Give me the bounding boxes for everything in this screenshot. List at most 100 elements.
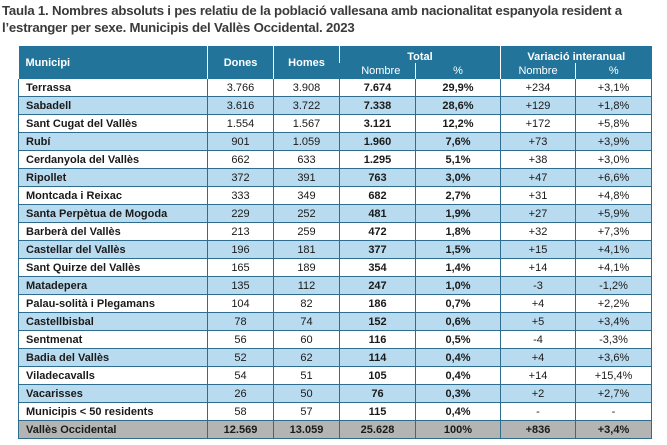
table-row: Matadepera 135 112 247 1,0% -3 -1,2% — [18, 276, 653, 295]
total-cell-total: 25.628 — [339, 420, 416, 439]
cell-dones: 229 — [207, 204, 274, 223]
header-homes: Homes — [273, 46, 340, 79]
total-cell-municipi: Vallès Occidental — [18, 420, 208, 439]
cell-homes: 57 — [273, 402, 340, 421]
cell-pct: 1,0% — [415, 276, 501, 295]
cell-municipi: Matadepera — [18, 276, 208, 295]
total-cell-dones: 12.569 — [207, 420, 274, 439]
cell-homes: 349 — [273, 186, 340, 205]
cell-var-pct: +1,8% — [574, 96, 653, 115]
cell-var-nombre: +47 — [500, 168, 576, 187]
cell-homes: 51 — [273, 366, 340, 385]
cell-homes: 633 — [273, 150, 340, 169]
cell-total: 115 — [339, 402, 416, 421]
cell-total: 3.121 — [339, 114, 416, 133]
cell-var-pct: +6,6% — [574, 168, 653, 187]
cell-municipi: Terrassa — [18, 79, 208, 97]
cell-dones: 54 — [207, 366, 274, 385]
header-var-nombre: Nombre — [500, 63, 576, 79]
total-cell-var-nombre: +836 — [500, 420, 576, 439]
cell-municipi: Palau-solità i Plegamans — [18, 294, 208, 313]
cell-total: 114 — [339, 348, 416, 367]
cell-var-nombre: +27 — [500, 204, 576, 223]
table-row: Montcada i Reixac 333 349 682 2,7% +31 +4,8% — [18, 186, 653, 205]
cell-dones: 3.766 — [207, 79, 274, 97]
cell-var-nombre: +73 — [500, 132, 576, 151]
cell-homes: 112 — [273, 276, 340, 295]
data-table: Municipi Dones Homes Total Variació inte… — [18, 46, 653, 439]
cell-var-nombre: +234 — [500, 79, 576, 97]
cell-dones: 901 — [207, 132, 274, 151]
cell-total: 247 — [339, 276, 416, 295]
table-row: Municipis < 50 residents 58 57 115 0,4% - - — [18, 402, 653, 421]
table-row: Castellbisbal 78 74 152 0,6% +5 +3,4% — [18, 312, 653, 331]
cell-total: 1.960 — [339, 132, 416, 151]
cell-var-nombre: +4 — [500, 294, 576, 313]
cell-municipi: Barberà del Vallès — [18, 222, 208, 241]
cell-dones: 78 — [207, 312, 274, 331]
cell-dones: 372 — [207, 168, 274, 187]
cell-total: 186 — [339, 294, 416, 313]
cell-total: 1.295 — [339, 150, 416, 169]
cell-var-pct: +4,8% — [574, 186, 653, 205]
cell-var-nombre: +4 — [500, 348, 576, 367]
cell-municipi: Badia del Vallès — [18, 348, 208, 367]
total-row: Vallès Occidental 12.569 13.059 25.628 100% +… — [18, 420, 653, 439]
cell-homes: 259 — [273, 222, 340, 241]
total-cell-pct: 100% — [415, 420, 501, 439]
cell-var-nombre: +38 — [500, 150, 576, 169]
cell-var-pct: +3,9% — [574, 132, 653, 151]
cell-dones: 213 — [207, 222, 274, 241]
cell-homes: 50 — [273, 384, 340, 403]
cell-municipi: Castellbisbal — [18, 312, 208, 331]
table-row: Sant Cugat del Vallès 1.554 1.567 3.121 12,2… — [18, 114, 653, 133]
table-row: Palau-solità i Plegamans 104 82 186 0,7% +4 +2… — [18, 294, 653, 313]
table-row: Sant Quirze del Vallès 165 189 354 1,4% +14 +4… — [18, 258, 653, 277]
cell-municipi: Castellar del Vallès — [18, 240, 208, 259]
cell-homes: 82 — [273, 294, 340, 313]
cell-dones: 1.554 — [207, 114, 274, 133]
cell-homes: 60 — [273, 330, 340, 349]
header-total-nombre: Nombre — [339, 63, 416, 79]
cell-var-nombre: +2 — [500, 384, 576, 403]
cell-var-nombre: +31 — [500, 186, 576, 205]
cell-pct: 0,4% — [415, 402, 501, 421]
cell-total: 354 — [339, 258, 416, 277]
cell-var-nombre: - — [500, 402, 576, 421]
cell-municipi: Rubí — [18, 132, 208, 151]
header-total: Total — [339, 46, 501, 63]
cell-homes: 3.722 — [273, 96, 340, 115]
cell-total: 116 — [339, 330, 416, 349]
cell-homes: 3.908 — [273, 79, 340, 97]
cell-pct: 3,0% — [415, 168, 501, 187]
table-row: Barberà del Vallès 213 259 472 1,8% +32 +7,3% — [18, 222, 653, 241]
cell-municipi: Sabadell — [18, 96, 208, 115]
cell-pct: 2,7% — [415, 186, 501, 205]
cell-var-pct: +3,6% — [574, 348, 653, 367]
table-row: Ripollet 372 391 763 3,0% +47 +6,6% — [18, 168, 653, 187]
cell-var-nombre: -4 — [500, 330, 576, 349]
cell-municipi: Cerdanyola del Vallès — [18, 150, 208, 169]
cell-dones: 135 — [207, 276, 274, 295]
header-municipi: Municipi — [18, 46, 208, 79]
table-row: Santa Perpètua de Mogoda 229 252 481 1,9% +27… — [18, 204, 653, 223]
cell-municipi: Sentmenat — [18, 330, 208, 349]
cell-var-nombre: +172 — [500, 114, 576, 133]
cell-var-pct: +7,3% — [574, 222, 653, 241]
cell-dones: 196 — [207, 240, 274, 259]
cell-homes: 74 — [273, 312, 340, 331]
table-row: Sabadell 3.616 3.722 7.338 28,6% +129 +1,8% — [18, 96, 653, 115]
cell-pct: 1,8% — [415, 222, 501, 241]
cell-var-nombre: +32 — [500, 222, 576, 241]
cell-total: 76 — [339, 384, 416, 403]
cell-var-pct: +3,1% — [574, 79, 653, 97]
cell-total: 377 — [339, 240, 416, 259]
cell-dones: 165 — [207, 258, 274, 277]
cell-pct: 1,5% — [415, 240, 501, 259]
cell-var-pct: +4,1% — [574, 258, 653, 277]
cell-dones: 104 — [207, 294, 274, 313]
cell-homes: 252 — [273, 204, 340, 223]
cell-pct: 0,4% — [415, 348, 501, 367]
cell-dones: 26 — [207, 384, 274, 403]
cell-pct: 5,1% — [415, 150, 501, 169]
